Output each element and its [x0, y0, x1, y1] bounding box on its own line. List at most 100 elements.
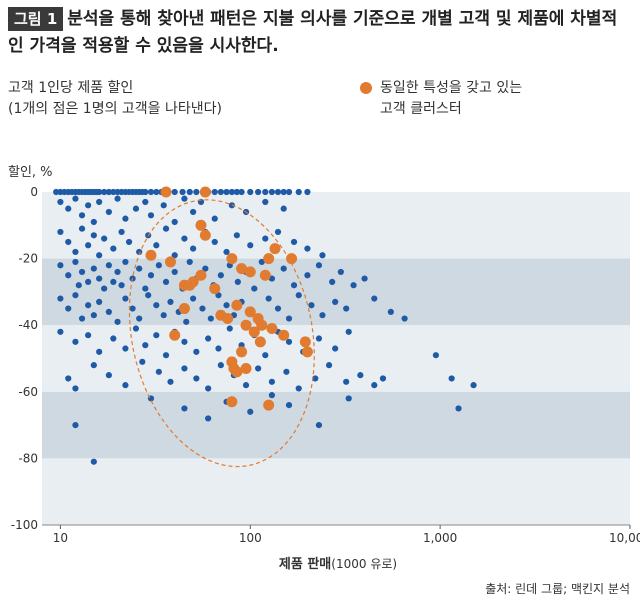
band-4 [42, 458, 630, 525]
cluster-point [160, 186, 172, 198]
customer-point [285, 188, 293, 196]
customer-point [118, 282, 125, 289]
customer-point [122, 258, 129, 266]
cluster-point [164, 256, 176, 268]
cluster-point [240, 319, 252, 331]
legend-line-2: 고객 클러스터 [380, 101, 462, 117]
customer-point [238, 188, 245, 196]
customer-point [262, 352, 269, 359]
y-tick-label: 0 [30, 185, 38, 199]
customer-point [304, 188, 311, 196]
x-tick-label: 1,000 [423, 531, 457, 545]
band-2 [42, 325, 630, 392]
customer-point [199, 305, 206, 312]
customer-point [470, 382, 477, 389]
cluster-point [263, 253, 275, 265]
customer-point [101, 235, 108, 242]
customer-point [65, 205, 72, 212]
customer-point [72, 248, 79, 256]
customer-point [105, 262, 112, 269]
customer-point [72, 258, 79, 266]
customer-point [280, 205, 287, 212]
customer-point [57, 262, 64, 269]
customer-point [361, 275, 368, 282]
customer-point [387, 308, 394, 315]
customer-point [90, 362, 97, 369]
customer-point [186, 188, 193, 196]
customer-point [332, 345, 339, 352]
customer-point [85, 242, 92, 249]
customer-point [215, 345, 222, 352]
customer-point [350, 282, 357, 289]
cluster-point [248, 326, 260, 338]
subtitle-line-2: (1개의 점은 1명의 고객을 나타낸다) [8, 101, 222, 117]
customer-point [183, 318, 190, 325]
customer-point [90, 265, 97, 272]
customer-point [57, 228, 64, 236]
customer-point [308, 302, 315, 309]
cluster-point [199, 229, 211, 241]
customer-point [85, 332, 92, 339]
cluster-point [231, 299, 243, 311]
legend-line-1: 동일한 특성을 갖고 있는 [380, 80, 523, 96]
customer-point [132, 325, 140, 332]
customer-point [401, 315, 408, 322]
customer-point [217, 188, 224, 196]
customer-point [455, 405, 462, 412]
customer-point [262, 198, 269, 206]
customer-point [118, 228, 125, 236]
customer-point [258, 258, 265, 266]
customer-point [171, 252, 178, 259]
customer-point [215, 292, 222, 299]
customer-point [136, 265, 143, 272]
customer-point [114, 195, 121, 202]
x-tick-label: 10,000 [609, 531, 640, 545]
customer-point [247, 188, 254, 196]
customer-point [72, 422, 79, 429]
figure-header: 그림 1 분석을 통해 찾아낸 패턴은 지불 의사를 기준으로 개별 고객 및 제… [8, 6, 632, 60]
cluster-point [299, 336, 311, 348]
customer-point [78, 212, 86, 219]
customer-point [343, 305, 350, 312]
x-axis-label: 제품 판매(1000 유로) [279, 556, 397, 572]
customer-point [319, 312, 326, 319]
customer-point [205, 335, 212, 342]
customer-point [153, 302, 160, 309]
customer-point [332, 298, 339, 305]
customer-point [139, 358, 146, 365]
customer-point [211, 188, 218, 196]
customer-point [96, 198, 103, 206]
customer-point [179, 188, 186, 196]
customer-point [96, 348, 103, 355]
customer-point [96, 188, 103, 196]
customer-point [193, 348, 200, 355]
customer-point [105, 372, 112, 379]
customer-point [371, 295, 378, 302]
customer-point [65, 375, 72, 382]
legend: 동일한 특성을 갖고 있는 고객 클러스터 [360, 78, 523, 120]
customer-point [72, 338, 79, 345]
customer-point [122, 215, 129, 222]
customer-point [65, 305, 72, 312]
customer-point [136, 315, 143, 322]
customer-point [142, 188, 149, 196]
customer-point [72, 385, 79, 392]
customer-point [233, 232, 240, 239]
customer-point [147, 212, 155, 219]
customer-point [57, 328, 64, 335]
customer-point [265, 295, 272, 302]
customer-point [153, 188, 160, 196]
customer-point [96, 252, 103, 259]
customer-point [75, 282, 82, 289]
customer-point [147, 188, 155, 196]
customer-point [255, 188, 262, 196]
cluster-point [244, 306, 256, 318]
customer-point [105, 188, 112, 196]
customer-point [122, 382, 129, 389]
customer-point [101, 188, 108, 196]
cluster-point [301, 346, 313, 358]
customer-point [57, 295, 64, 302]
customer-point [247, 408, 254, 415]
y-tick-label: -40 [18, 318, 38, 332]
y-tick-label: -20 [18, 252, 38, 266]
